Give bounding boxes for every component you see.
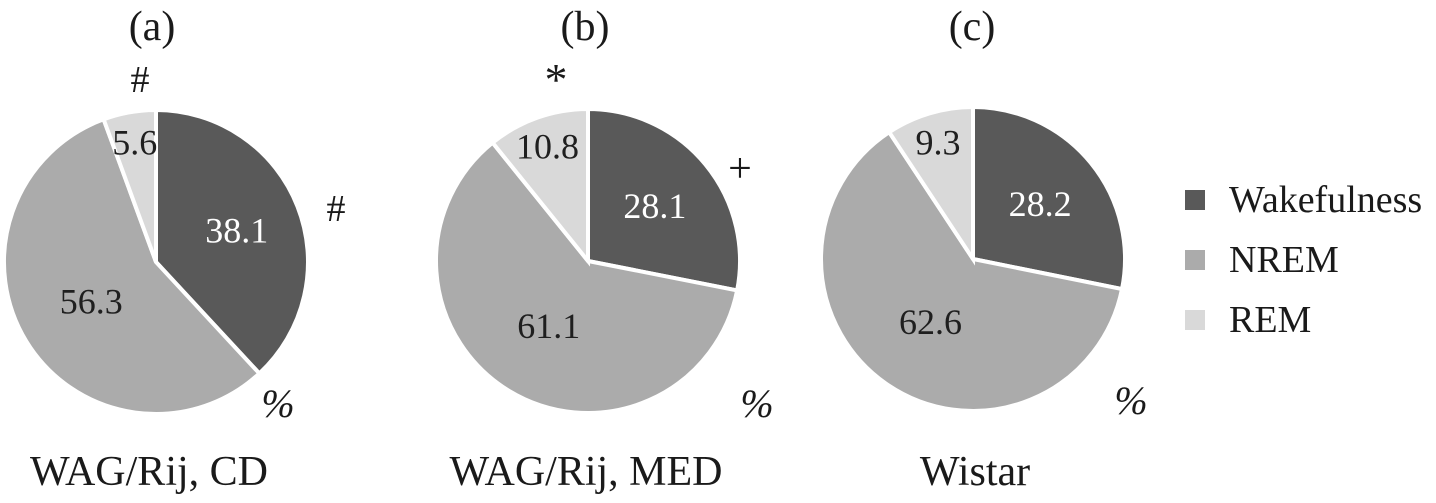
pie-chart-wistar: 28.2 62.6 9.3 <box>819 104 1127 413</box>
legend-color-chip-wakefulness <box>1185 190 1205 210</box>
significance-marker-b-wakefulness: + <box>728 146 752 192</box>
legend-item-wakefulness: Wakefulness <box>1185 178 1422 222</box>
unit-label-b: % <box>740 381 774 426</box>
legend-label-rem: REM <box>1229 299 1312 341</box>
legend-item-nrem: NREM <box>1185 238 1422 282</box>
legend-label-wakefulness: Wakefulness <box>1229 179 1423 221</box>
group-label-wistar: Wistar <box>919 449 1031 495</box>
legend-label-nrem: NREM <box>1229 239 1339 281</box>
slice-value-label-wakefulness: 28.1 <box>623 186 686 226</box>
significance-marker-a-wakefulness: # <box>326 188 346 230</box>
panel-b-title: (b) <box>560 4 610 50</box>
pie-slice-rem <box>101 107 158 263</box>
pie-slice-wakefulness <box>971 104 1127 292</box>
slice-value-label-wakefulness: 38.1 <box>205 210 268 250</box>
slice-value-label-wakefulness: 28.2 <box>1009 184 1072 224</box>
legend-color-chip-nrem <box>1185 250 1205 270</box>
panel-a-title: (a) <box>128 4 176 50</box>
significance-marker-a-rem: # <box>130 59 150 101</box>
slice-value-label-rem: 5.6 <box>112 122 157 162</box>
legend-item-rem: REM <box>1185 298 1422 342</box>
legend: Wakefulness NREM REM <box>1185 178 1422 358</box>
group-label-wag-rij-cd: WAG/Rij, CD <box>29 449 269 495</box>
pie-slice-nrem <box>434 139 740 415</box>
significance-marker-b-rem: * <box>544 54 568 105</box>
pie-slice-rem <box>489 106 590 267</box>
group-label-wag-rij-med: WAG/Rij, MED <box>449 449 723 495</box>
slice-value-label-nrem: 61.1 <box>517 306 580 346</box>
pie-slice-wakefulness <box>586 106 743 293</box>
pie-chart-wag-rij-cd: 38.1 56.3 5.6 <box>2 107 310 416</box>
slice-value-label-nrem: 62.6 <box>899 302 962 342</box>
pie-slice-wakefulness <box>154 107 310 377</box>
unit-label-c: % <box>1114 378 1148 423</box>
pie-slice-nrem <box>819 129 1125 413</box>
pie-slice-nrem <box>2 116 263 416</box>
panel-c-title: (c) <box>948 4 996 50</box>
legend-color-chip-rem <box>1185 310 1205 330</box>
slice-value-label-rem: 10.8 <box>516 126 579 166</box>
unit-label-a: % <box>261 381 295 426</box>
pie-slice-rem <box>886 104 975 266</box>
slice-value-label-rem: 9.3 <box>916 123 961 163</box>
slice-value-label-nrem: 56.3 <box>60 282 123 322</box>
pie-chart-wag-rij-med: 28.1 61.1 10.8 <box>434 106 743 415</box>
